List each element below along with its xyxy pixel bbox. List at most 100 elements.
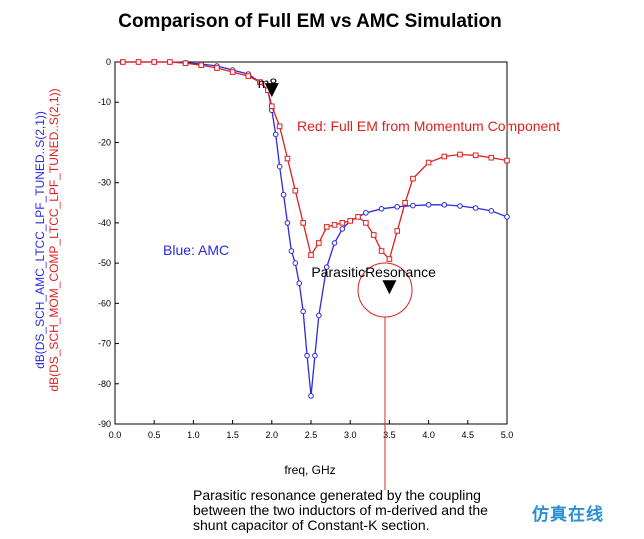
data-point — [402, 199, 408, 206]
x-tick-label: 1.5 — [226, 430, 239, 440]
data-point — [257, 79, 263, 85]
data-point — [284, 220, 291, 226]
marker-label: m8 — [258, 75, 278, 91]
data-point — [245, 73, 252, 79]
data-point — [182, 60, 189, 67]
data-point — [347, 218, 353, 224]
data-point — [363, 220, 369, 226]
data-point — [331, 240, 338, 246]
data-point — [292, 187, 299, 194]
data-point — [378, 248, 385, 254]
data-point — [363, 210, 369, 216]
red-series-annotation: Red: Full EM from Momentum Component — [297, 118, 560, 134]
tick-labels: 0.0 0.5 1.0 1.5 2.0 2.5 3.0 3.5 4.0 4.5 5.0 0 -10 -20… — [98, 57, 513, 440]
data-point — [272, 131, 279, 138]
data-point — [378, 206, 385, 212]
data-point — [151, 59, 157, 65]
data-point — [312, 352, 318, 359]
data-point — [120, 59, 126, 65]
data-point — [292, 260, 299, 266]
data-point — [308, 252, 314, 258]
series-full-em — [120, 59, 510, 262]
caption-line-1: Parasitic resonance generated by the cou… — [193, 487, 481, 503]
chart-title: Comparison of Full EM vs AMC Simulation — [118, 11, 502, 32]
x-tick-label: 2.5 — [305, 430, 318, 440]
data-point — [284, 155, 291, 162]
data-point — [370, 232, 377, 238]
caption-line-3: shunt capacitor of Constant-K section. — [193, 517, 430, 533]
data-point — [410, 175, 416, 182]
y-tick-label: -60 — [98, 298, 111, 308]
x-tick-label: 4.5 — [462, 430, 475, 440]
data-point — [386, 256, 393, 262]
data-point — [214, 65, 220, 71]
data-point — [331, 222, 338, 228]
data-point — [488, 208, 495, 214]
x-tick-label: 4.0 — [422, 430, 435, 440]
data-point — [504, 214, 510, 220]
data-point — [457, 151, 463, 158]
data-point — [280, 191, 287, 198]
data-point — [316, 312, 322, 319]
blue-series-annotation: Blue: AMC — [163, 242, 229, 258]
data-point — [323, 264, 330, 270]
y-tick-label: -20 — [98, 137, 111, 147]
marker-triangle-icon — [382, 280, 397, 295]
series-line — [122, 61, 508, 261]
data-point — [167, 59, 173, 65]
data-point — [488, 154, 495, 161]
data-point — [441, 201, 448, 208]
y-tick-label: -10 — [98, 97, 111, 107]
series-line — [122, 61, 508, 396]
data-point — [457, 203, 463, 209]
marker-layer: m8 ParasiticResonance — [258, 75, 436, 295]
y-tick-label: -70 — [98, 339, 111, 349]
data-point — [296, 280, 303, 287]
data-point — [300, 308, 306, 315]
x-tick-label: 0.5 — [148, 430, 161, 440]
y-tick-label: -50 — [98, 258, 111, 268]
data-point — [472, 205, 479, 211]
x-tick-label: 5.0 — [501, 430, 514, 440]
series-amc — [120, 59, 510, 399]
y-tick-label: -80 — [98, 379, 111, 389]
x-tick-label: 2.0 — [266, 430, 279, 440]
data-point — [316, 240, 322, 246]
data-point — [472, 152, 479, 159]
data-point — [276, 123, 283, 130]
series-layer — [120, 59, 510, 399]
data-point — [441, 153, 448, 160]
data-point — [394, 204, 401, 210]
data-point — [410, 202, 416, 209]
x-tick-label: 0.0 — [109, 430, 122, 440]
x-tick-label: 3.5 — [383, 430, 396, 440]
plot-area — [114, 61, 508, 425]
data-point — [288, 248, 295, 254]
data-point — [394, 228, 401, 234]
x-axis-label: freq, GHz — [284, 463, 335, 477]
y-tick-label: -40 — [98, 218, 111, 228]
y-axis-label-red: dB(DS_SCH_MOM_COMP_LTCC_LPF_TUNED..S(2,1… — [47, 88, 61, 391]
data-point — [304, 352, 310, 359]
marker-label: ParasiticResonance — [311, 264, 436, 280]
marker-triangle-icon — [264, 83, 279, 98]
y-axis-label-blue: dB(DS_SCH_AMC_LTCC_LPF_TUNED..S(2,1)) — [33, 111, 47, 369]
y-tick-label: -30 — [98, 178, 111, 188]
data-point — [269, 103, 275, 110]
data-point — [276, 163, 283, 170]
y-tick-label: 0 — [106, 57, 111, 67]
data-point — [425, 159, 432, 166]
data-point — [300, 220, 306, 226]
data-point — [355, 214, 361, 220]
data-point — [504, 157, 510, 164]
caption-line-2: between the two inductors of m-derived a… — [193, 502, 488, 518]
data-point — [339, 226, 346, 232]
data-point — [135, 59, 142, 65]
y-tick-label: -90 — [98, 419, 111, 429]
data-point — [308, 393, 314, 399]
data-point — [229, 69, 236, 75]
data-point — [339, 220, 346, 226]
data-point — [425, 201, 432, 208]
site-watermark: 仿真在线 — [532, 505, 604, 525]
